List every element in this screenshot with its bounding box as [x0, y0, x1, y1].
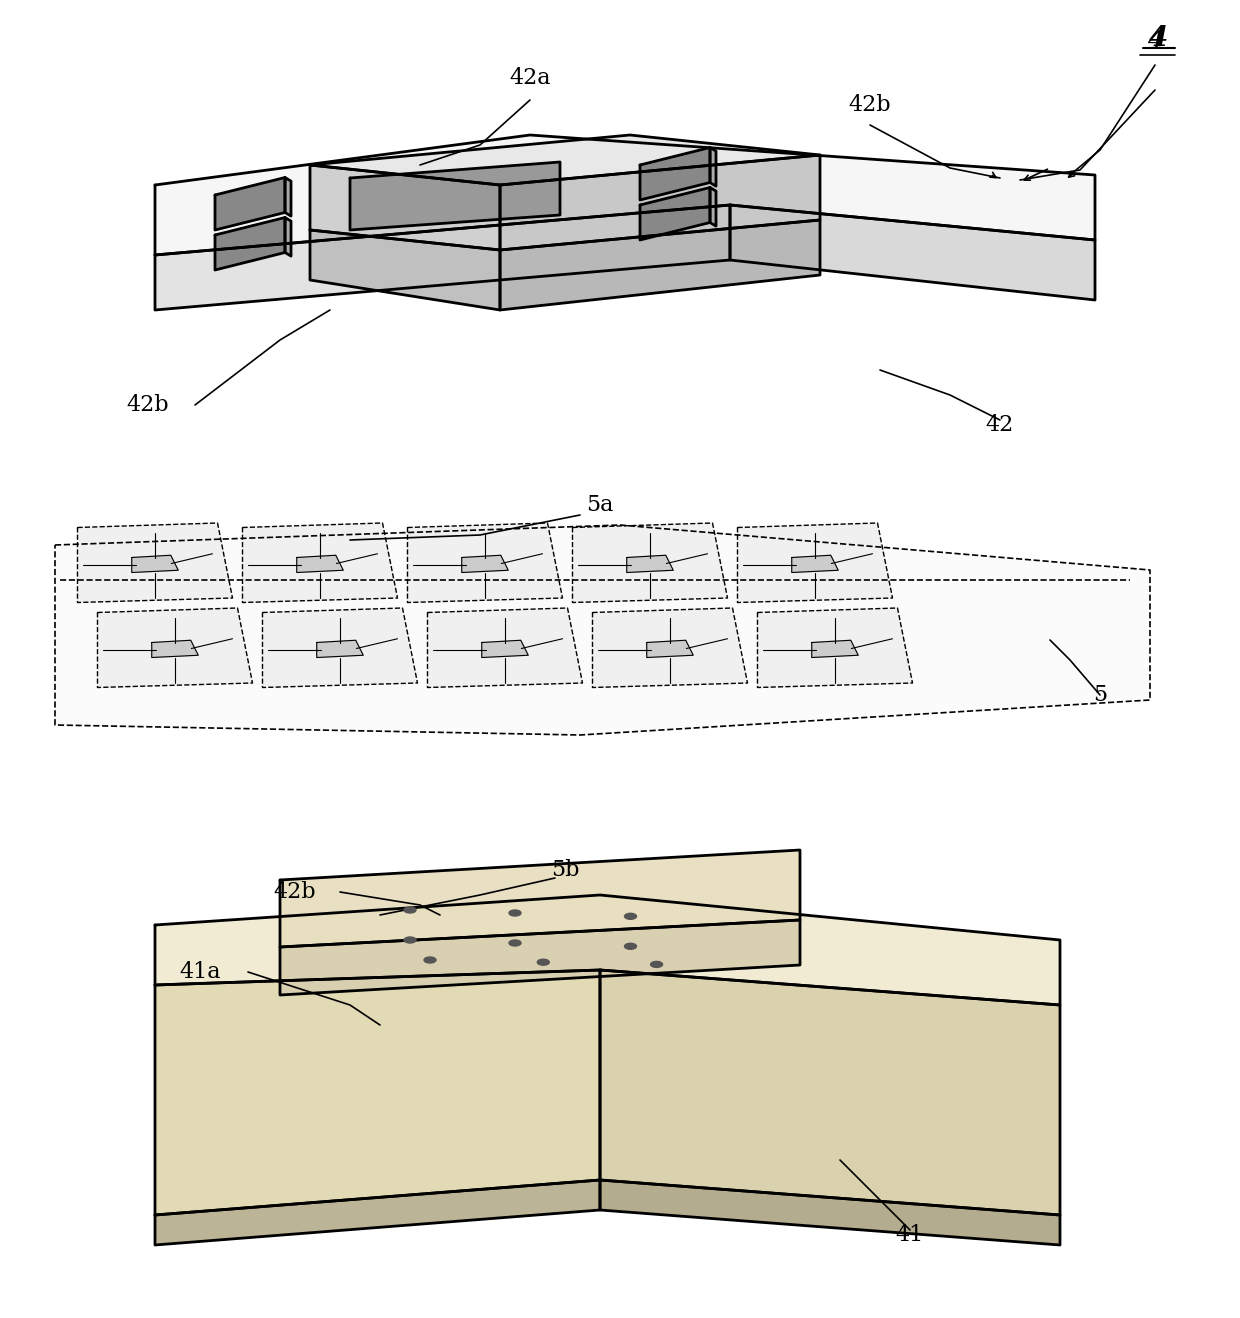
Polygon shape [350, 162, 560, 231]
Polygon shape [792, 555, 838, 572]
Polygon shape [600, 1180, 1060, 1246]
Polygon shape [600, 970, 1060, 1215]
Polygon shape [640, 148, 711, 200]
Polygon shape [408, 523, 563, 602]
Text: 41a: 41a [180, 961, 221, 983]
Polygon shape [573, 523, 728, 602]
Polygon shape [316, 641, 363, 658]
Ellipse shape [508, 940, 521, 946]
Ellipse shape [625, 944, 636, 949]
Polygon shape [280, 850, 800, 948]
Text: 42: 42 [986, 414, 1014, 436]
Ellipse shape [424, 957, 436, 963]
Polygon shape [280, 920, 800, 995]
Polygon shape [738, 523, 893, 602]
Polygon shape [155, 1180, 600, 1246]
Polygon shape [243, 523, 398, 602]
Polygon shape [131, 555, 179, 572]
Polygon shape [711, 148, 715, 186]
Ellipse shape [404, 907, 415, 913]
Polygon shape [215, 217, 285, 270]
Text: 42b: 42b [126, 394, 170, 416]
Text: 41: 41 [895, 1224, 924, 1246]
Polygon shape [593, 608, 748, 688]
Ellipse shape [508, 909, 521, 916]
Polygon shape [640, 187, 711, 240]
Polygon shape [461, 555, 508, 572]
Polygon shape [263, 608, 418, 688]
Polygon shape [647, 641, 693, 658]
Polygon shape [482, 641, 528, 658]
Polygon shape [812, 641, 858, 658]
Ellipse shape [651, 961, 662, 967]
Polygon shape [55, 525, 1149, 735]
Polygon shape [285, 178, 291, 216]
Polygon shape [626, 555, 673, 572]
Polygon shape [711, 187, 715, 227]
Polygon shape [310, 231, 500, 310]
Polygon shape [296, 555, 343, 572]
Polygon shape [155, 970, 600, 1215]
Text: 5a: 5a [587, 494, 614, 517]
Polygon shape [500, 156, 820, 250]
Polygon shape [77, 523, 233, 602]
Text: 42b: 42b [848, 94, 892, 116]
Text: 5: 5 [1092, 684, 1107, 706]
Polygon shape [428, 608, 583, 688]
Text: 42a: 42a [510, 67, 551, 90]
Polygon shape [155, 134, 1095, 254]
Polygon shape [310, 134, 820, 185]
Polygon shape [155, 206, 730, 310]
Polygon shape [500, 220, 820, 310]
Polygon shape [215, 178, 285, 231]
Polygon shape [758, 608, 913, 688]
Text: 4: 4 [1147, 30, 1163, 54]
Text: 4: 4 [1148, 25, 1168, 51]
Polygon shape [151, 641, 198, 658]
Ellipse shape [537, 960, 549, 965]
Polygon shape [285, 217, 291, 256]
Text: 42b: 42b [274, 880, 316, 903]
Ellipse shape [404, 937, 415, 942]
Polygon shape [310, 165, 500, 250]
Polygon shape [730, 206, 1095, 301]
Polygon shape [155, 895, 1060, 1006]
Polygon shape [98, 608, 253, 688]
Text: 5b: 5b [551, 859, 579, 880]
Ellipse shape [625, 913, 636, 919]
